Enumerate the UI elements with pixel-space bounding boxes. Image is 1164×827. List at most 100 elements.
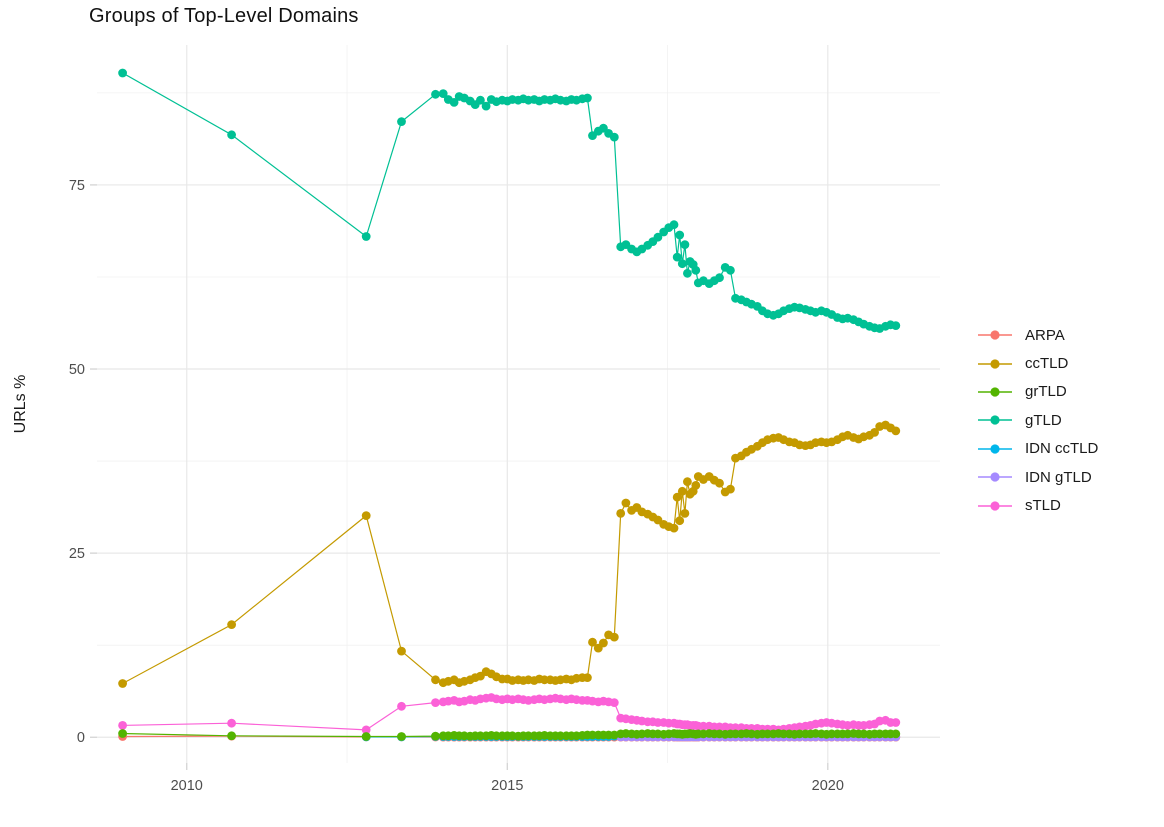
data-point bbox=[476, 95, 485, 105]
x-tick-label: 2020 bbox=[812, 778, 844, 794]
series-grtld bbox=[118, 729, 901, 741]
legend-item-stld: sTLD bbox=[978, 491, 1098, 519]
data-point bbox=[683, 268, 692, 278]
x-tick-label: 2015 bbox=[491, 778, 523, 794]
legend-item-label: gTLD bbox=[1025, 411, 1062, 429]
legend: ARPA ccTLD grTLD gTLD IDN ccTLD IDN gTLD sTLD bbox=[978, 321, 1098, 520]
data-point bbox=[677, 486, 687, 496]
data-point bbox=[715, 478, 724, 488]
legend-key-icon bbox=[978, 387, 1012, 397]
legend-item-label: sTLD bbox=[1025, 497, 1061, 515]
data-point bbox=[669, 523, 679, 533]
legend-item-label: ccTLD bbox=[1025, 355, 1069, 373]
data-point bbox=[891, 426, 901, 436]
legend-key-point bbox=[990, 415, 1000, 425]
y-tick-label: 25 bbox=[69, 546, 85, 562]
legend-item-label: IDN gTLD bbox=[1025, 468, 1092, 486]
data-point bbox=[361, 511, 371, 520]
legend-item-label: ARPA bbox=[1025, 326, 1065, 344]
x-tick-label: 2010 bbox=[171, 778, 203, 794]
data-point bbox=[227, 130, 237, 140]
data-point bbox=[616, 509, 626, 518]
data-point bbox=[715, 273, 724, 283]
data-point bbox=[672, 252, 682, 262]
y-axis-title: URLs % bbox=[12, 374, 29, 434]
data-point bbox=[397, 646, 406, 656]
data-point bbox=[691, 481, 701, 490]
data-point bbox=[891, 321, 901, 330]
y-tick-label: 0 bbox=[77, 730, 85, 746]
data-point bbox=[691, 265, 701, 275]
data-point bbox=[397, 117, 406, 126]
legend-item-label: IDN ccTLD bbox=[1025, 440, 1099, 458]
data-point bbox=[118, 721, 127, 730]
data-point bbox=[669, 220, 679, 230]
data-point bbox=[680, 240, 690, 250]
data-point bbox=[227, 620, 237, 629]
data-point bbox=[680, 509, 690, 518]
data-point bbox=[677, 259, 687, 269]
data-point bbox=[583, 673, 592, 682]
data-point bbox=[653, 232, 663, 242]
legend-key-point bbox=[990, 387, 1000, 397]
data-point bbox=[870, 428, 879, 437]
data-point bbox=[227, 718, 237, 728]
data-point bbox=[118, 68, 127, 78]
legend-key-point bbox=[990, 444, 1000, 454]
data-point bbox=[675, 230, 685, 240]
data-point bbox=[431, 675, 440, 685]
data-point bbox=[361, 732, 371, 741]
data-point bbox=[438, 89, 448, 98]
data-point bbox=[588, 637, 597, 647]
data-point bbox=[891, 729, 901, 739]
data-point bbox=[397, 701, 406, 711]
data-point bbox=[621, 498, 631, 508]
data-point bbox=[397, 732, 406, 741]
data-point bbox=[609, 632, 619, 642]
legend-item-label: grTLD bbox=[1025, 383, 1067, 401]
data-point bbox=[227, 731, 237, 741]
legend-item-idn-cctld: IDN ccTLD bbox=[978, 435, 1098, 463]
legend-key-icon bbox=[978, 415, 1012, 425]
data-point bbox=[449, 98, 459, 107]
data-point bbox=[583, 93, 592, 103]
legend-key-icon bbox=[978, 444, 1012, 454]
series-line bbox=[122, 72, 896, 330]
y-tick-label: 75 bbox=[69, 178, 85, 194]
legend-item-gtld: gTLD bbox=[978, 406, 1098, 434]
legend-key-icon bbox=[978, 472, 1012, 482]
series-gtld bbox=[118, 68, 901, 333]
data-point bbox=[431, 89, 440, 99]
data-point bbox=[361, 232, 371, 241]
data-point bbox=[431, 731, 440, 741]
y-tick-label: 50 bbox=[69, 362, 85, 378]
series-stld bbox=[118, 693, 901, 735]
legend-item-idn-gtld: IDN gTLD bbox=[978, 463, 1098, 491]
data-point bbox=[118, 679, 127, 688]
legend-key-point bbox=[990, 358, 1000, 369]
data-point bbox=[683, 477, 692, 487]
legend-key-point bbox=[990, 500, 1000, 511]
data-point bbox=[726, 265, 735, 275]
data-point bbox=[672, 492, 682, 502]
legend-item-cctld: ccTLD bbox=[978, 349, 1098, 377]
chart-title: Groups of Top-Level Domains bbox=[89, 5, 359, 27]
data-point bbox=[431, 698, 440, 707]
series-line bbox=[122, 424, 897, 685]
legend-item-grtld: grTLD bbox=[978, 378, 1098, 406]
data-point bbox=[118, 729, 127, 738]
data-point bbox=[609, 132, 619, 142]
legend-item-arpa: ARPA bbox=[978, 321, 1098, 349]
legend-key-icon bbox=[978, 358, 1012, 369]
series-cctld bbox=[118, 420, 901, 688]
data-point bbox=[361, 725, 371, 735]
data-point bbox=[891, 718, 901, 727]
data-point bbox=[609, 698, 619, 707]
legend-key-point bbox=[990, 472, 1000, 482]
data-point bbox=[726, 484, 735, 494]
legend-key-icon bbox=[978, 330, 1012, 340]
data-point bbox=[481, 101, 491, 111]
legend-key-point bbox=[990, 330, 1000, 340]
